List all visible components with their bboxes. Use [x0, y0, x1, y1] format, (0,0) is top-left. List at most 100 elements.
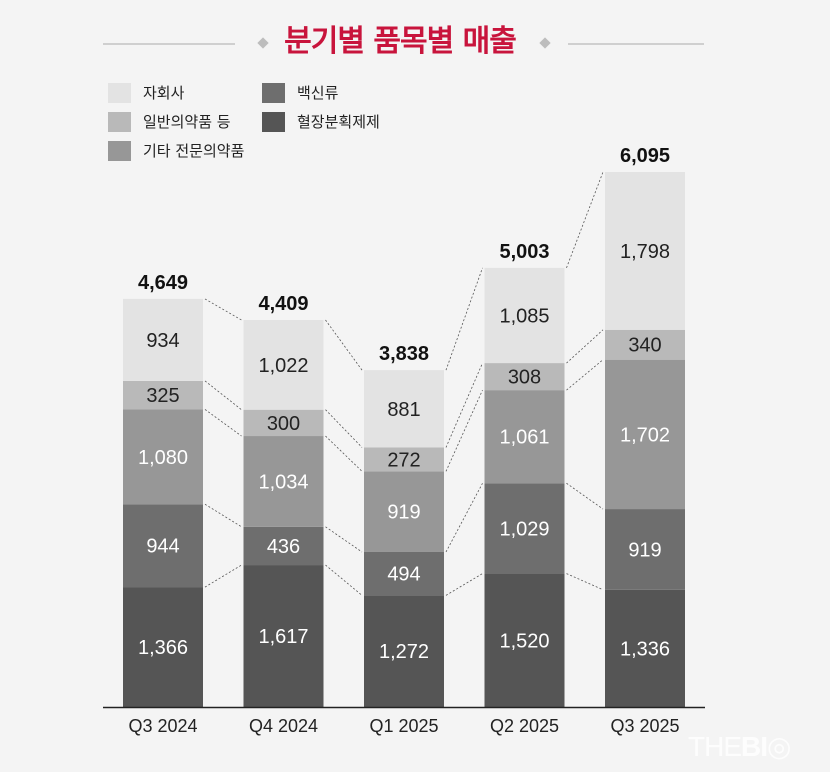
bar-segment: [605, 509, 685, 590]
data-label: 1,702: [620, 424, 670, 446]
legend-swatch: [262, 82, 285, 103]
legend-label: 기타 전문의약품: [143, 142, 245, 160]
connector-line: [445, 573, 483, 596]
connector-line: [325, 526, 363, 553]
legend-swatch: [108, 82, 131, 103]
legend-swatch: [108, 140, 131, 161]
total-label: 4,649: [138, 272, 188, 294]
connector-line: [204, 409, 242, 437]
data-label: 436: [267, 536, 300, 558]
bar-segment: [605, 329, 685, 360]
data-label: 1,336: [620, 638, 670, 660]
bar-segment: [243, 526, 324, 566]
bar-segment: [364, 370, 444, 448]
bar-segment: [364, 551, 444, 596]
connector-line: [445, 483, 483, 553]
legend-label: 일반의약품 등: [143, 113, 231, 131]
chart-title: 분기별 품목별 매출: [284, 24, 517, 59]
bar-segment: [243, 436, 324, 527]
data-label: 1,272: [379, 641, 429, 663]
bar-segment: [364, 471, 444, 552]
x-tick-label: Q1 2025: [369, 716, 438, 736]
data-label: 300: [267, 413, 300, 435]
legend-item: 혈장분획제제: [262, 111, 380, 132]
legend-item: 백신류: [262, 82, 338, 103]
data-label: 494: [387, 564, 420, 586]
connector-line: [445, 267, 483, 371]
x-tick-label: Q2 2025: [490, 716, 559, 736]
watermark-logo: THEBI◎: [688, 731, 791, 762]
total-label: 5,003: [499, 241, 549, 263]
connector-line: [566, 359, 604, 391]
connector-line: [566, 482, 604, 510]
legend-swatch: [108, 111, 131, 132]
legend-label: 자회사: [143, 84, 185, 102]
data-label: 272: [387, 449, 420, 471]
legend-item: 일반의약품 등: [108, 111, 231, 132]
legend-item: 자회사: [108, 82, 184, 103]
data-label: 1,061: [499, 427, 549, 449]
connector-line: [204, 380, 242, 411]
total-label: 3,838: [379, 343, 429, 365]
data-label: 1,617: [258, 626, 308, 648]
data-label: 944: [146, 536, 179, 558]
connector-line: [204, 564, 242, 588]
data-label: 1,520: [499, 630, 549, 652]
x-tick-label: Q4 2024: [249, 716, 318, 736]
connector-line: [445, 389, 483, 472]
data-label: 1,029: [499, 518, 549, 540]
title-rule-right: [568, 43, 704, 45]
bar-segment: [484, 483, 565, 574]
x-tick-label: Q3 2025: [610, 716, 679, 736]
bar-segment: [243, 319, 324, 410]
data-label: 1,080: [138, 447, 188, 469]
legend-label: 백신류: [297, 84, 339, 102]
data-label: 1,366: [138, 637, 188, 659]
bar-segment: [605, 359, 685, 510]
bar-segment: [123, 409, 203, 505]
bar-segment: [605, 172, 685, 330]
data-label: 340: [628, 335, 661, 357]
title-rule-left: [103, 43, 235, 45]
bar-segment: [123, 380, 203, 410]
connector-line: [566, 171, 604, 268]
connector-line: [325, 409, 363, 448]
bar-segment: [364, 447, 444, 472]
connector-line: [325, 319, 363, 371]
bar-segment: [243, 565, 324, 707]
bar-segment: [123, 587, 203, 707]
data-label: 919: [628, 539, 661, 561]
x-tick-label: Q3 2024: [128, 716, 197, 736]
connector-line: [566, 329, 604, 364]
data-label: 1,798: [620, 241, 670, 263]
bar-segment: [484, 573, 565, 707]
total-label: 6,095: [620, 145, 670, 167]
legend-label: 혈장분획제제: [297, 113, 380, 131]
connector-line: [325, 435, 363, 472]
bar-segment: [123, 504, 203, 588]
data-label: 934: [146, 330, 179, 352]
bar-segment: [243, 409, 324, 437]
data-label: 1,085: [499, 305, 549, 327]
connector-line: [566, 573, 604, 591]
data-label: 1,034: [258, 471, 308, 493]
connector-line: [204, 298, 242, 321]
data-label: 881: [387, 399, 420, 421]
bar-segment: [123, 298, 203, 381]
legend-swatch: [262, 111, 285, 132]
bar-segment: [484, 363, 565, 391]
data-label: 1,022: [258, 355, 308, 377]
legend-item: 기타 전문의약품: [108, 140, 244, 161]
connector-line: [445, 362, 483, 448]
bar-segment: [484, 267, 565, 364]
connector-line: [204, 503, 242, 528]
total-label: 4,409: [258, 293, 308, 315]
title-bar: 분기별 품목별 매출: [0, 10, 830, 60]
bar-segment: [364, 595, 444, 707]
data-label: 325: [146, 385, 179, 407]
connector-line: [325, 564, 363, 596]
data-label: 308: [508, 367, 541, 389]
bar-segment: [605, 589, 685, 707]
bar-segment: [484, 390, 565, 484]
